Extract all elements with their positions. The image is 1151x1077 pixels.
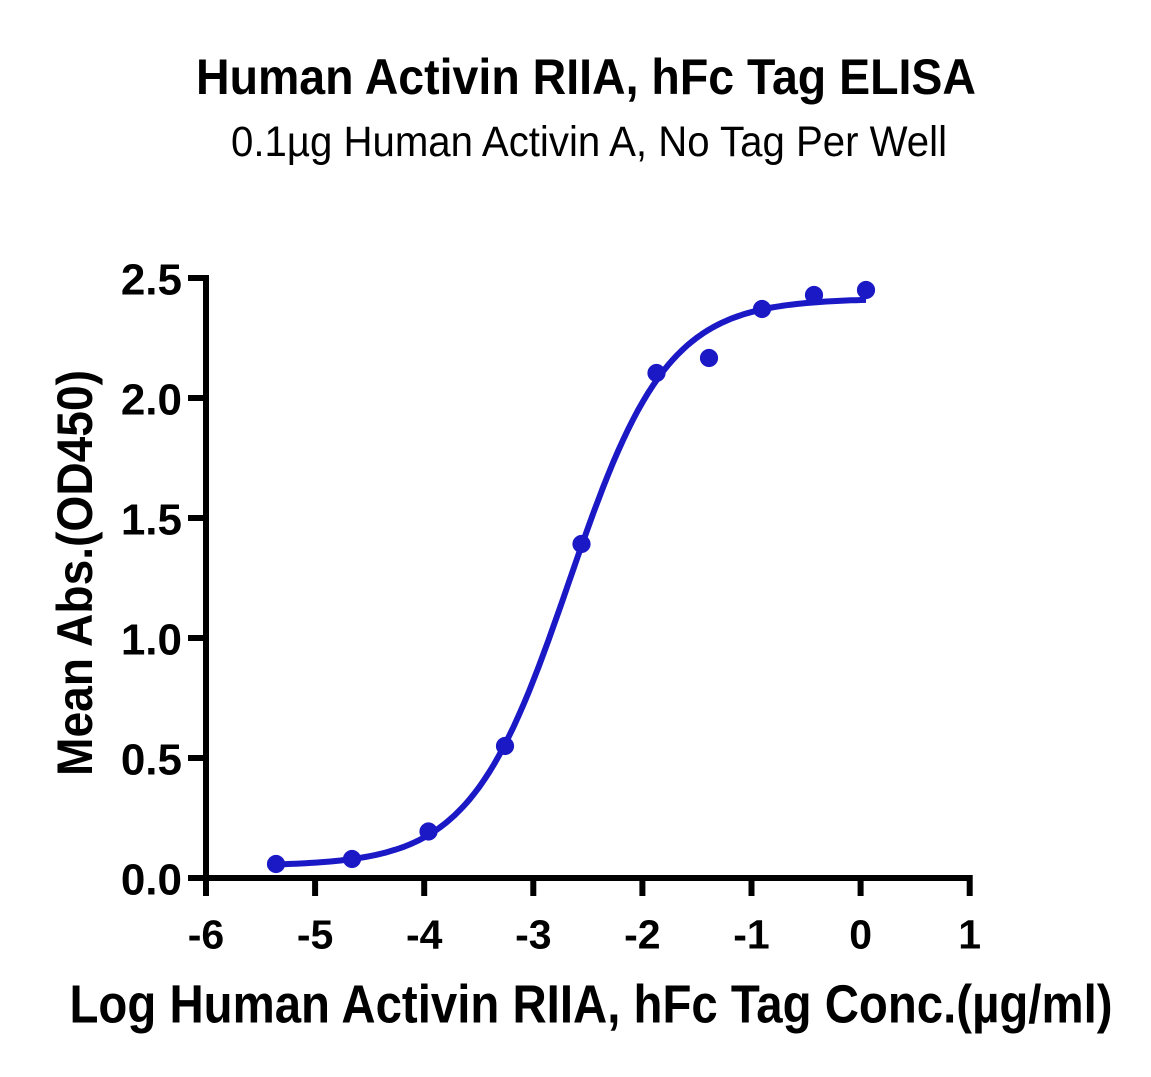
svg-text:2.5: 2.5 xyxy=(121,256,182,305)
svg-text:-6: -6 xyxy=(188,912,224,958)
svg-text:Human Activin RIIA, hFc Tag EL: Human Activin RIIA, hFc Tag ELISA xyxy=(196,49,976,105)
svg-text:1: 1 xyxy=(958,912,981,958)
svg-text:-5: -5 xyxy=(297,912,333,958)
svg-text:-3: -3 xyxy=(515,912,551,958)
svg-text:1.5: 1.5 xyxy=(121,496,182,545)
svg-text:2.0: 2.0 xyxy=(121,376,182,425)
svg-text:Log Human Activin RIIA, hFc Ta: Log Human Activin RIIA, hFc Tag Conc.(µg… xyxy=(70,975,1113,1035)
svg-text:0: 0 xyxy=(849,912,872,958)
svg-text:0.1µg Human Activin A, No Tag: 0.1µg Human Activin A, No Tag Per Well xyxy=(231,118,947,166)
svg-text:0.5: 0.5 xyxy=(121,736,182,785)
svg-text:Mean Abs.(OD450): Mean Abs.(OD450) xyxy=(47,370,103,776)
svg-text:1.0: 1.0 xyxy=(121,616,182,665)
svg-text:-1: -1 xyxy=(733,912,769,958)
svg-text:0.0: 0.0 xyxy=(121,856,182,905)
svg-text:-4: -4 xyxy=(406,912,443,958)
svg-text:-2: -2 xyxy=(624,912,660,958)
